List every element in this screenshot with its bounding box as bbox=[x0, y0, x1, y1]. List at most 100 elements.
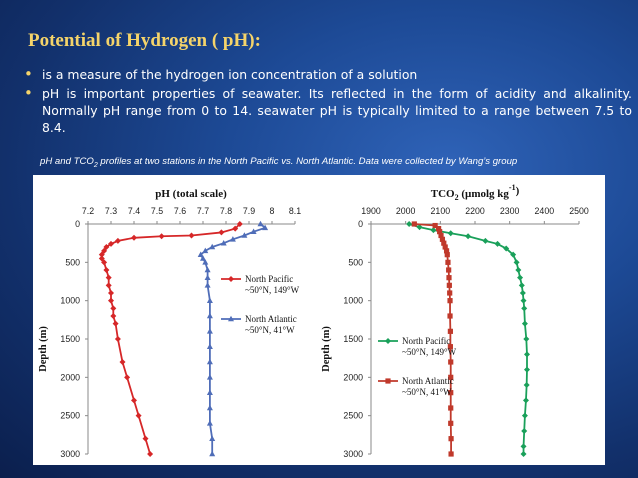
caption-prefix: pH and TCO bbox=[40, 156, 94, 167]
x-tick-label: 7.7 bbox=[197, 206, 209, 216]
x-tick-label: 8.1 bbox=[289, 206, 301, 216]
x-tick-label: 7.6 bbox=[174, 206, 186, 216]
data-point bbox=[520, 443, 527, 450]
data-point bbox=[147, 451, 154, 457]
data-point bbox=[448, 451, 454, 457]
data-point bbox=[206, 374, 213, 380]
data-point bbox=[209, 450, 216, 457]
data-point bbox=[448, 359, 454, 365]
data-point bbox=[204, 274, 211, 280]
data-point bbox=[447, 344, 453, 350]
data-point bbox=[510, 251, 517, 258]
data-point bbox=[108, 290, 114, 296]
bullet-item: • is a measure of the hydrogen ion conce… bbox=[22, 66, 632, 83]
data-point bbox=[206, 404, 213, 411]
data-point bbox=[105, 282, 112, 289]
legend-marker bbox=[385, 338, 391, 344]
data-point bbox=[521, 412, 528, 419]
caption-subscript: 2 bbox=[93, 161, 98, 169]
bullet-text: pH is important properties of seawater. … bbox=[42, 86, 632, 135]
data-point bbox=[465, 233, 472, 240]
slide-title: Potential of Hydrogen ( pH): bbox=[28, 30, 261, 51]
data-point bbox=[523, 336, 530, 342]
data-point bbox=[503, 245, 510, 252]
x-tick-label: 2400 bbox=[535, 206, 555, 216]
data-point bbox=[218, 229, 225, 236]
data-point bbox=[114, 237, 121, 244]
legend-sublabel: ~50°N, 41°W bbox=[402, 387, 452, 397]
data-point bbox=[448, 405, 454, 411]
data-point bbox=[519, 290, 526, 296]
x-tick-label: 7.5 bbox=[151, 206, 163, 216]
chart-title-part: 2 bbox=[455, 193, 459, 202]
legend-label: North Atlantic bbox=[402, 376, 454, 386]
data-point bbox=[437, 229, 443, 235]
data-point bbox=[135, 412, 142, 419]
data-point bbox=[441, 240, 447, 246]
data-point bbox=[448, 420, 454, 426]
data-point bbox=[439, 236, 446, 242]
bullet-item: • pH is important properties of seawater… bbox=[22, 85, 632, 136]
data-point bbox=[200, 255, 206, 261]
data-point bbox=[188, 232, 195, 239]
data-point bbox=[236, 221, 243, 227]
data-point bbox=[209, 435, 216, 441]
data-point bbox=[220, 239, 227, 246]
legend-label: North Atlantic bbox=[245, 314, 297, 324]
charts-svg: pH (total scale) 7.2 7.3 7.4 7.5 7.6 7.7 7.8 7.9… bbox=[38, 183, 589, 459]
x-tick-label: 2200 bbox=[465, 206, 485, 216]
data-point bbox=[110, 313, 117, 319]
data-point bbox=[522, 397, 529, 404]
data-point bbox=[513, 259, 520, 266]
data-point bbox=[131, 397, 137, 404]
data-point bbox=[114, 336, 121, 342]
y-tick-label: 2500 bbox=[343, 411, 363, 421]
data-point bbox=[119, 359, 126, 365]
data-point bbox=[206, 389, 213, 395]
x-tick-label: 7.9 bbox=[243, 206, 255, 216]
data-point bbox=[250, 228, 257, 234]
data-point bbox=[524, 351, 530, 358]
data-point bbox=[517, 274, 524, 281]
data-point bbox=[209, 243, 216, 250]
y-tick-label: 500 bbox=[348, 257, 363, 267]
data-point bbox=[206, 312, 213, 319]
data-point bbox=[515, 267, 522, 273]
data-point bbox=[206, 328, 213, 334]
y-tick-label: 1000 bbox=[60, 296, 80, 306]
bullet-icon: • bbox=[24, 65, 33, 83]
data-point bbox=[482, 237, 489, 244]
data-point bbox=[206, 358, 213, 365]
chart-title: pH (total scale) bbox=[155, 188, 227, 200]
chart-panel: pH (total scale) 7.2 7.3 7.4 7.5 7.6 7.7 7.8 7.9… bbox=[33, 175, 605, 465]
x-tick-label: 8 bbox=[270, 206, 275, 216]
chart-title-part: TCO bbox=[431, 188, 455, 200]
data-point bbox=[124, 374, 131, 381]
bullet-list: • is a measure of the hydrogen ion conce… bbox=[22, 66, 632, 138]
data-point bbox=[443, 248, 450, 254]
data-point bbox=[518, 282, 525, 289]
y-tick-label: 2500 bbox=[60, 411, 80, 421]
data-point bbox=[257, 220, 264, 227]
legend-marker bbox=[228, 315, 234, 322]
y-tick-label: 1000 bbox=[343, 296, 363, 306]
bullet-icon: • bbox=[24, 84, 33, 102]
legend-label: North Pacific bbox=[402, 336, 450, 346]
data-point bbox=[232, 225, 239, 232]
data-point bbox=[447, 313, 453, 319]
data-point bbox=[520, 451, 527, 457]
x-tick-label: 7.3 bbox=[105, 206, 117, 216]
chart-title: TCO2 (µmolg kg-1) bbox=[431, 183, 520, 202]
data-point bbox=[131, 234, 137, 241]
legend-marker bbox=[228, 276, 234, 282]
legend-sublabel: ~50°N, 41°W bbox=[245, 325, 295, 335]
data-point bbox=[521, 305, 528, 312]
data-point bbox=[448, 374, 454, 380]
data-point bbox=[204, 266, 211, 273]
data-point bbox=[523, 382, 530, 388]
y-tick-label: 3000 bbox=[343, 449, 363, 459]
data-point bbox=[98, 255, 105, 262]
chart-title-part: -1 bbox=[509, 183, 516, 192]
data-point bbox=[202, 247, 209, 254]
data-point bbox=[447, 298, 453, 304]
